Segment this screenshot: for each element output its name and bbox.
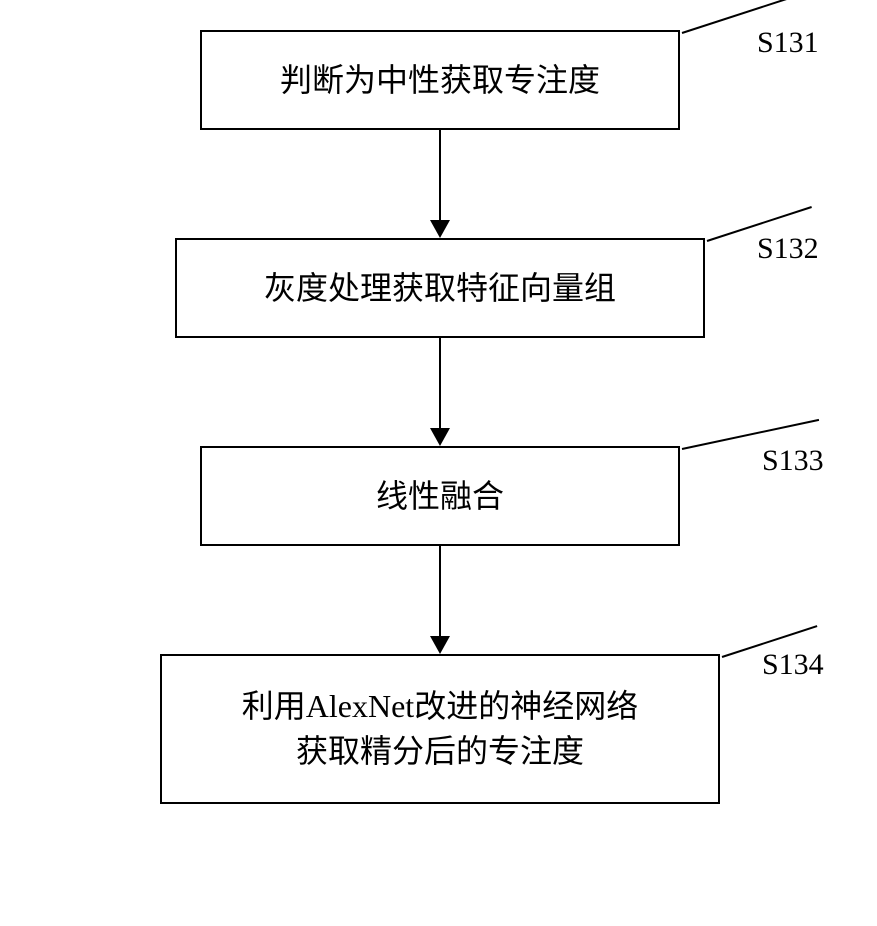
- flow-node-n3: 线性融合S133: [200, 446, 680, 546]
- arrow-head-icon: [430, 636, 450, 654]
- flow-node-n4: 利用AlexNet改进的神经网络 获取精分后的专注度S134: [160, 654, 720, 804]
- step-label: S132: [757, 228, 819, 270]
- flow-arrow: [430, 130, 450, 238]
- arrow-head-icon: [430, 220, 450, 238]
- flow-node-n1: 判断为中性获取专注度S131: [200, 30, 680, 130]
- flow-arrow: [430, 338, 450, 446]
- flow-node-text: 判断为中性获取专注度: [280, 58, 600, 103]
- arrow-shaft: [439, 130, 441, 220]
- flow-node-n2: 灰度处理获取特征向量组S132: [175, 238, 705, 338]
- flow-arrow: [430, 546, 450, 654]
- flow-node-text: 利用AlexNet改进的神经网络 获取精分后的专注度: [242, 684, 638, 774]
- flow-node-text: 灰度处理获取特征向量组: [264, 266, 616, 311]
- step-label: S133: [762, 440, 824, 482]
- arrow-shaft: [439, 546, 441, 636]
- arrow-shaft: [439, 338, 441, 428]
- flow-node-text: 线性融合: [376, 474, 504, 519]
- arrow-head-icon: [430, 428, 450, 446]
- flowchart-container: 判断为中性获取专注度S131灰度处理获取特征向量组S132线性融合S133利用A…: [40, 30, 840, 804]
- step-label: S134: [762, 644, 824, 686]
- step-label: S131: [757, 22, 819, 64]
